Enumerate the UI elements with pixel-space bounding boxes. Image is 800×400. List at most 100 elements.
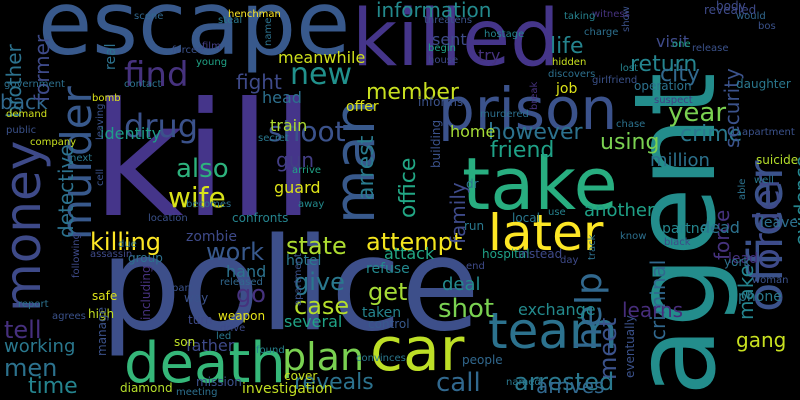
word: kill xyxy=(92,69,316,253)
word: convinces xyxy=(356,353,406,364)
word: lost xyxy=(620,63,639,74)
word: back xyxy=(0,90,48,114)
word: phone xyxy=(738,289,782,305)
word: company xyxy=(30,137,77,148)
word: gun xyxy=(276,148,315,172)
word: contact xyxy=(124,79,162,90)
word: deal xyxy=(442,274,481,295)
word: train xyxy=(270,116,308,135)
word: working xyxy=(4,336,76,357)
word: weapon xyxy=(218,309,266,323)
word: bos xyxy=(758,21,776,32)
word: york xyxy=(724,255,751,269)
word: public xyxy=(6,125,37,136)
word: high xyxy=(88,307,115,321)
word: attempt xyxy=(366,228,463,256)
word: dead xyxy=(700,218,740,237)
word: suspect xyxy=(654,95,693,106)
word: informs xyxy=(418,95,464,109)
word: woman xyxy=(752,275,789,286)
word: including xyxy=(139,265,153,320)
word: prison xyxy=(438,75,618,143)
word: found xyxy=(256,345,285,356)
word: identity xyxy=(100,124,162,143)
word: hidden xyxy=(552,57,587,68)
word: real xyxy=(103,43,119,70)
word: end xyxy=(466,261,485,272)
word: group xyxy=(128,251,163,265)
word: named xyxy=(506,377,541,388)
word: steal xyxy=(218,15,243,26)
word: gang xyxy=(736,328,787,352)
word: refuse xyxy=(366,261,410,277)
word: try xyxy=(478,46,501,65)
word: know xyxy=(620,231,647,242)
word: apartment xyxy=(293,253,304,306)
word: safe xyxy=(92,289,118,303)
word: away xyxy=(298,199,325,210)
word: drive xyxy=(220,323,246,334)
word: hospital xyxy=(482,247,530,261)
word: hostage xyxy=(484,29,525,40)
word: local xyxy=(512,211,540,225)
word: report xyxy=(18,299,49,310)
word: arrive xyxy=(292,165,322,176)
word: arrested xyxy=(514,368,615,396)
word: building xyxy=(429,119,443,168)
word: information xyxy=(376,0,492,22)
word: drug xyxy=(124,107,199,145)
word: way xyxy=(184,291,209,305)
word: suicide xyxy=(756,153,799,167)
word: visit xyxy=(656,32,689,51)
word: tell xyxy=(4,316,42,344)
word: run xyxy=(464,219,485,233)
word: however xyxy=(488,120,583,145)
word: home xyxy=(450,122,496,141)
word: escape xyxy=(38,0,351,75)
word: shot xyxy=(438,294,495,324)
word: taken xyxy=(362,305,402,321)
word: threatens xyxy=(424,15,473,26)
word: led xyxy=(216,331,232,342)
word: also xyxy=(176,154,229,184)
word: turn xyxy=(188,313,213,327)
word: control xyxy=(368,317,410,331)
word: wife xyxy=(168,181,226,214)
word: part xyxy=(172,283,193,294)
word: reveals xyxy=(294,370,374,395)
word: time xyxy=(28,374,78,399)
word: several xyxy=(284,312,343,331)
word: daughter xyxy=(736,77,791,91)
word: release xyxy=(692,43,729,54)
word: young xyxy=(196,57,228,68)
word: cover xyxy=(284,369,318,383)
word: attack xyxy=(384,244,435,263)
word: meeting xyxy=(176,387,218,398)
word: arrest xyxy=(354,135,379,200)
word: charge xyxy=(584,27,619,38)
word: new xyxy=(290,57,353,92)
word: killing xyxy=(90,228,162,256)
word: money xyxy=(0,140,52,312)
word: team xyxy=(488,302,618,360)
word: shoot xyxy=(268,115,346,148)
word: friend xyxy=(490,138,555,163)
word: following xyxy=(71,233,82,278)
word: apartment xyxy=(742,127,795,138)
word: return xyxy=(630,52,698,77)
word: mission xyxy=(196,375,242,389)
word: witness xyxy=(592,9,630,20)
word: secret xyxy=(258,133,289,144)
word: use xyxy=(548,207,566,218)
word: using xyxy=(600,130,660,155)
word: go xyxy=(236,280,266,308)
word: bomb xyxy=(92,93,121,104)
word: zombie xyxy=(186,229,237,245)
word: former xyxy=(30,34,54,102)
word: hand xyxy=(226,262,267,281)
word: agrees xyxy=(52,311,86,322)
word: diamond xyxy=(120,381,173,395)
word: office xyxy=(396,157,421,218)
word: taking xyxy=(564,11,596,22)
